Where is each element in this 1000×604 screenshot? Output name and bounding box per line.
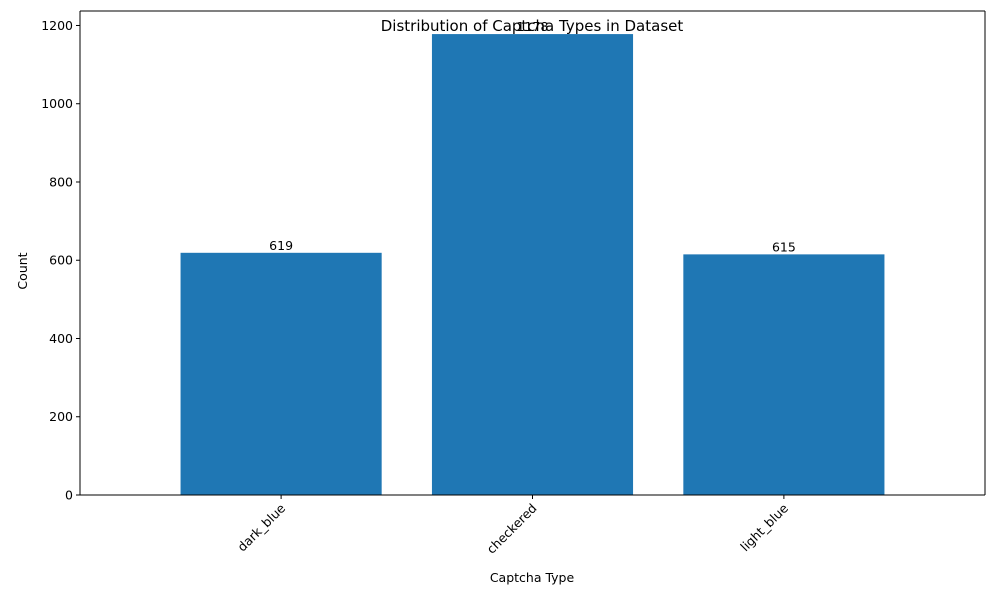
y-tick-label-400: 400 [49, 331, 73, 346]
bar-dark_blue [180, 252, 382, 495]
bars-layer [180, 34, 885, 496]
y-tick-label-200: 200 [49, 409, 73, 424]
chart-title: Distribution of Captcha Types in Dataset [381, 17, 684, 35]
y-ticks-layer: 0 200 400 600 800 1000 1200 [41, 18, 80, 503]
y-tick-label-600: 600 [49, 253, 73, 268]
x-axis-label: Captcha Type [490, 570, 575, 585]
data-label-light_blue: 615 [772, 239, 796, 254]
y-tick-label-0: 0 [65, 488, 73, 503]
y-tick-label-800: 800 [49, 174, 73, 189]
data-label-checkered: 1178 [517, 19, 549, 34]
data-label-dark_blue: 619 [269, 238, 293, 253]
y-tick-label-1200: 1200 [41, 18, 73, 33]
bar-light_blue [683, 254, 885, 495]
axes-frame [79, 10, 986, 496]
data-labels-layer: 619 1178 615 [269, 19, 796, 254]
bar-checkered [431, 34, 634, 496]
y-tick-label-1000: 1000 [41, 96, 73, 111]
y-axis-label: Count [15, 252, 30, 289]
